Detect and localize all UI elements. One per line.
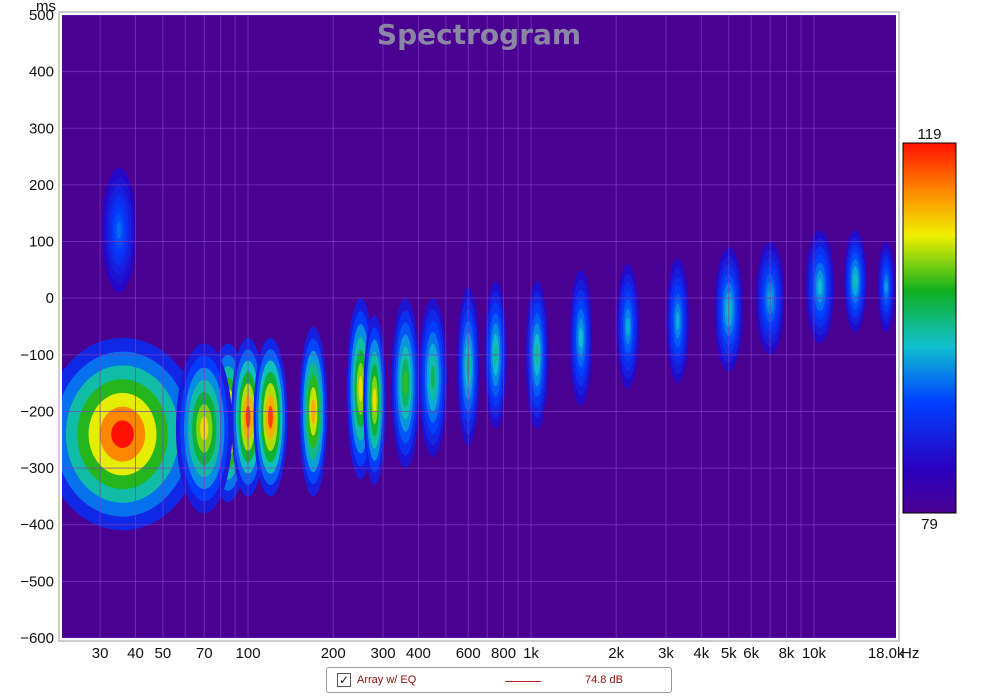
x-tick-label: 18.0k (868, 645, 905, 662)
x-axis-unit: Hz (901, 645, 919, 662)
legend-series-name: Array w/ EQ (357, 674, 417, 686)
y-tick-label: −100 (20, 347, 54, 364)
heatmap-band (116, 221, 122, 240)
heatmap-band (358, 375, 363, 402)
y-tick-label: 100 (29, 234, 54, 251)
legend-series-value: 74.8 dB (585, 674, 623, 686)
legend-checkbox[interactable]: ✓ (337, 673, 351, 687)
heatmap-blob (843, 230, 867, 333)
chart-title: Spectrogram (377, 18, 581, 51)
heatmap-blob (666, 258, 690, 384)
x-tick-label: 1k (523, 645, 539, 662)
y-tick-label: −300 (20, 460, 54, 477)
x-tick-label: 70 (196, 645, 213, 662)
x-tick-label: 800 (491, 645, 516, 662)
x-tick-label: 600 (456, 645, 481, 662)
x-tick-label: 50 (155, 645, 172, 662)
y-tick-label: −400 (20, 517, 54, 534)
heatmap-band (578, 328, 583, 348)
heatmap-band (853, 273, 858, 289)
y-axis-ticks: 500 400 300 200 100 0 −100 −200 −300 −400 −500 −600 (20, 7, 54, 647)
heatmap-blob (805, 230, 835, 344)
heatmap-band (403, 371, 408, 396)
x-tick-label: 2k (608, 645, 624, 662)
x-tick-label: 400 (406, 645, 431, 662)
x-tick-label: 100 (236, 645, 261, 662)
y-tick-label: 400 (29, 64, 54, 81)
y-tick-label: −500 (20, 573, 54, 590)
y-tick-label: 500 (29, 7, 54, 24)
heatmap-layer (62, 167, 895, 531)
x-tick-label: 5k (721, 645, 737, 662)
y-tick-label: −200 (20, 403, 54, 420)
x-tick-label: 10k (802, 645, 827, 662)
heatmap-band (884, 280, 889, 294)
legend: ✓ Array w/ EQ 74.8 dB (326, 667, 672, 693)
x-tick-label: 30 (92, 645, 109, 662)
heatmap-blob (616, 264, 640, 389)
y-tick-label: −600 (20, 630, 54, 647)
legend-line-swatch (505, 681, 541, 682)
colorbar-min-label: 79 (921, 516, 938, 533)
x-tick-label: 8k (779, 645, 795, 662)
x-tick-label: 200 (321, 645, 346, 662)
x-axis-ticks: 30 40 50 70 100 200 300 400 600 800 1k 2k 3k 4k 5k 6k 8k… (92, 645, 905, 662)
heatmap-band (372, 387, 377, 413)
heatmap-band (817, 278, 822, 295)
y-tick-label: 200 (29, 177, 54, 194)
x-tick-label: 4k (693, 645, 709, 662)
colorbar-max-label: 119 (918, 126, 942, 143)
plot-background (62, 15, 896, 638)
heatmap-blob (102, 167, 137, 293)
heatmap-blob (253, 337, 288, 497)
x-tick-label: 3k (658, 645, 674, 662)
heatmap-blob (569, 269, 593, 406)
heatmap-band (675, 311, 680, 330)
heatmap-blob (363, 315, 386, 486)
x-tick-label: 40 (127, 645, 144, 662)
x-tick-label: 300 (371, 645, 396, 662)
x-tick-label: 6k (743, 645, 759, 662)
heatmap-blob (391, 298, 420, 469)
grid-lines (62, 15, 896, 638)
heatmap-band (430, 366, 435, 389)
heatmap-band (111, 420, 134, 448)
y-axis-unit: ms (36, 0, 56, 15)
y-tick-label: 0 (46, 290, 54, 307)
heatmap-band (625, 317, 630, 336)
heatmap-band (268, 405, 273, 429)
colorbar (902, 142, 957, 514)
heatmap-blob (418, 298, 448, 457)
heatmap-blob (877, 241, 895, 333)
y-tick-label: 300 (29, 120, 54, 137)
